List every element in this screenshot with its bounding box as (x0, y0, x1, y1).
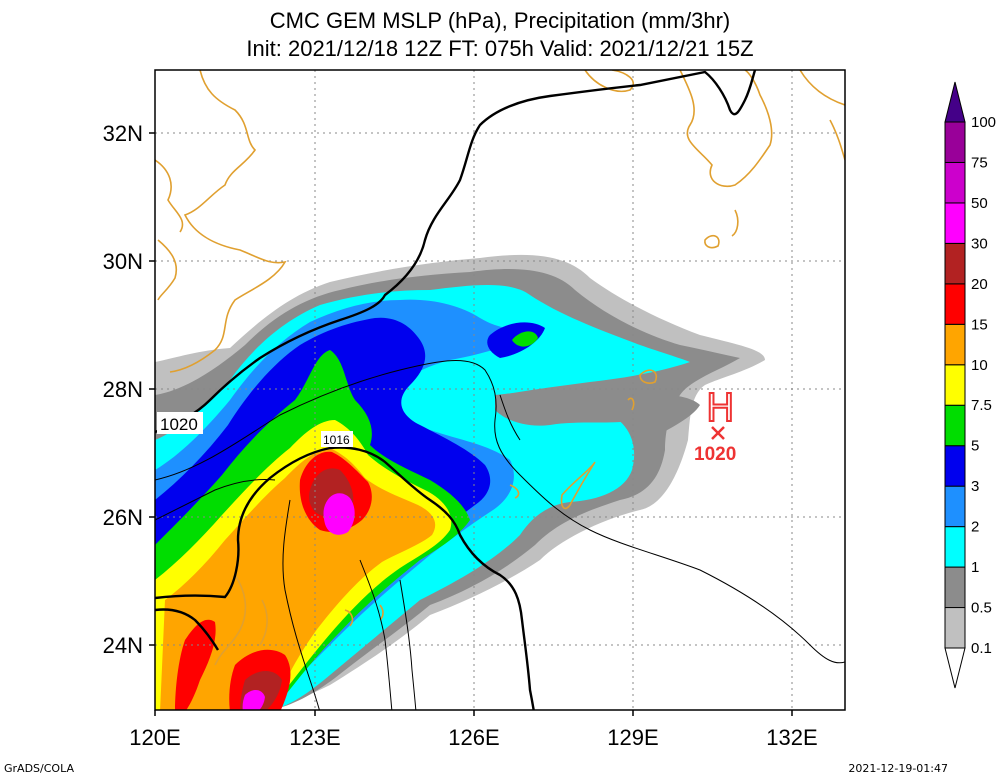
precip-area-0.5-east (495, 390, 644, 426)
colorbar-swatch (944, 485, 966, 528)
colorbar-top-arrow (944, 81, 966, 123)
colorbar-label: 50 (971, 195, 988, 212)
colorbar-label: 0.1 (971, 640, 992, 657)
precip-cell-5 (512, 331, 538, 347)
precip-core-30 (323, 493, 355, 535)
colorbar: 0.1 0.5 1 2 3 5 7.5 10 15 20 30 50 75 100 (944, 81, 996, 689)
y-tick-label: 30N (103, 249, 143, 274)
colorbar-label: 10 (971, 357, 988, 374)
colorbar-label: 20 (971, 276, 988, 293)
map-frame (154, 69, 846, 711)
high-pressure-center: H 1020 (694, 385, 736, 465)
colorbar-swatch (944, 121, 966, 163)
footer-timestamp: 2021-12-19-01:47 (848, 762, 948, 775)
colorbar-label: 1 (971, 559, 979, 576)
colorbar-swatch (944, 323, 966, 366)
y-tick-label: 26N (103, 505, 143, 530)
colorbar-label: 15 (971, 316, 988, 333)
high-symbol: H (706, 386, 735, 430)
colorbar-label: 30 (971, 235, 988, 252)
colorbar-swatch (944, 526, 966, 568)
x-tick-label: 126E (448, 725, 499, 750)
colorbar-swatch (944, 283, 966, 325)
coastlines (155, 70, 845, 666)
x-tick-label: 123E (289, 725, 340, 750)
colorbar-swatch (944, 161, 966, 204)
y-tick-label: 24N (103, 633, 143, 658)
colorbar-swatch (944, 566, 966, 609)
colorbar-swatch (944, 404, 966, 447)
colorbar-label: 3 (971, 478, 979, 495)
svg-text:1016: 1016 (323, 433, 350, 447)
colorbar-label: 2 (971, 519, 979, 536)
y-tick-label: 32N (103, 121, 143, 146)
colorbar-swatch (944, 607, 966, 649)
y-tick-label: 28N (103, 377, 143, 402)
chart-title: CMC GEM MSLP (hPa), Precipitation (mm/3h… (269, 8, 731, 33)
colorbar-bottom-arrow (944, 647, 966, 689)
precipitation-field (155, 254, 765, 710)
x-tick-label: 120E (129, 725, 180, 750)
colorbar-label: 5 (971, 438, 979, 455)
colorbar-swatch (944, 242, 966, 285)
colorbar-swatch (944, 364, 966, 406)
x-tick-label: 132E (766, 725, 817, 750)
x-tick-label: 129E (607, 725, 658, 750)
precip-area-0.5-east2 (630, 393, 700, 441)
isobar-label-1020: 1020 (157, 412, 203, 434)
colorbar-label: 100 (971, 114, 996, 131)
isobars-thick (155, 70, 757, 710)
colorbar-label: 75 (971, 154, 988, 171)
high-value-label: 1020 (694, 444, 736, 465)
colorbar-label: 7.5 (971, 397, 992, 414)
precip-core-15b (175, 619, 216, 710)
footer-software-credit: GrADS/COLA (4, 762, 74, 775)
isobar-label-1016: 1016 (321, 431, 353, 447)
isobars-thin (155, 360, 845, 710)
colorbar-label: 0.5 (971, 600, 992, 617)
colorbar-swatch (944, 202, 966, 244)
axis-ticks (149, 132, 793, 716)
chart-subtitle: Init: 2021/12/18 12Z FT: 075h Valid: 202… (246, 36, 754, 61)
precip-core-30b (242, 690, 265, 710)
colorbar-swatch (944, 445, 966, 487)
svg-text:1020: 1020 (160, 415, 198, 434)
